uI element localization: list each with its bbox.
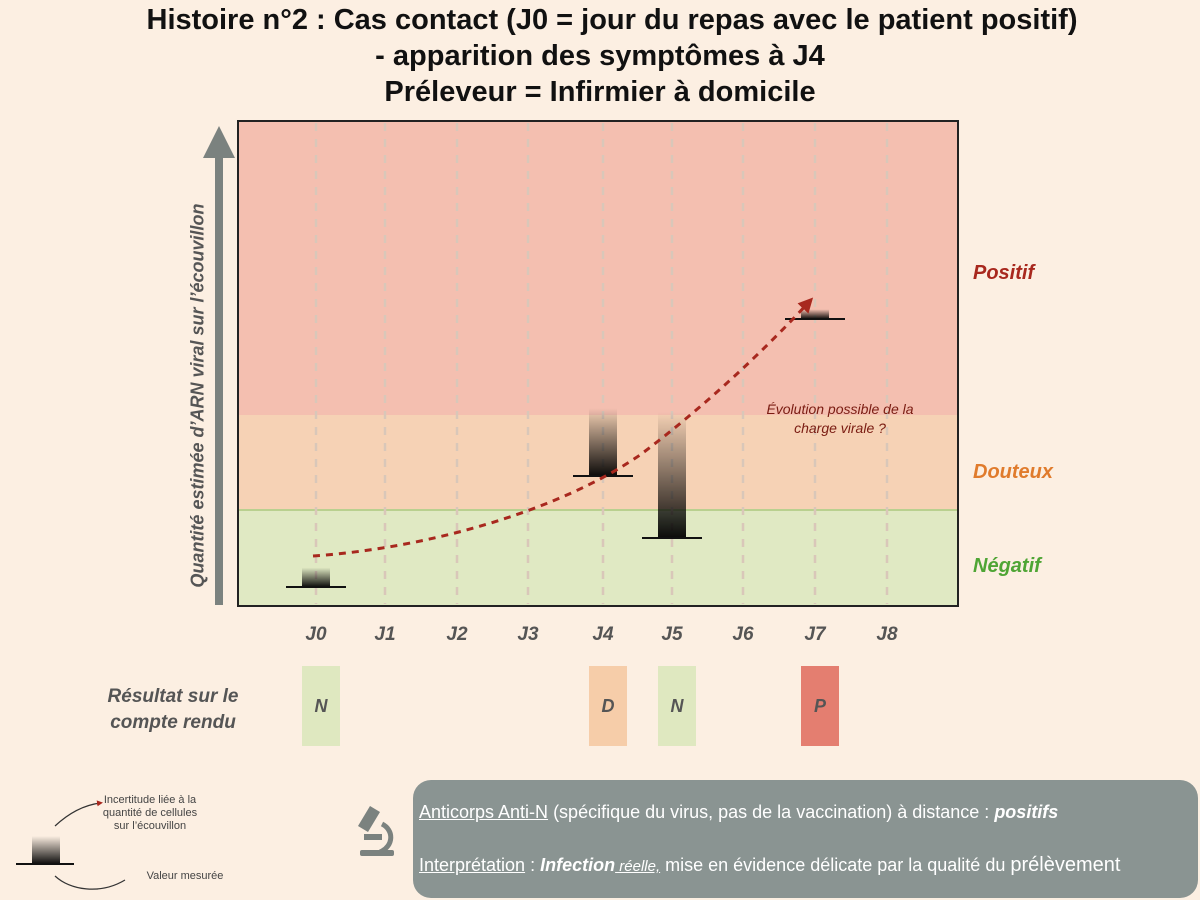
result-box-j7: P (801, 666, 839, 746)
day-label-j7: J7 (804, 624, 826, 645)
evolution-annotation: Évolution possible de la charge virale ? (766, 401, 914, 436)
uncertainty-bar-j7 (801, 309, 829, 319)
uncertainty-bar-j4 (589, 408, 617, 476)
interp-bold: Infection (540, 855, 616, 875)
day-label-j5: J5 (661, 624, 683, 645)
title-line-3: Préleveur = Infirmier à domicile (384, 76, 816, 108)
interp-label: Interprétation (419, 855, 526, 875)
uncertainty-bar-j5 (658, 411, 686, 538)
interpretation-line: Interprétation : Infection réelle, mise … (419, 854, 1120, 877)
day-label-j4: J4 (592, 624, 614, 645)
result-box-j5: N (658, 666, 696, 746)
interp-text: mise en évidence délicate par la qualité… (660, 855, 1011, 875)
result-box-j4: D (589, 666, 627, 746)
zone-label-douteux: Douteux (973, 461, 1053, 483)
microscope-icon (358, 806, 394, 856)
day-label-j3: J3 (517, 624, 539, 645)
antibody-text: (spécifique du virus, pas de la vaccinat… (548, 802, 995, 822)
antibody-line: Anticorps Anti-N (spécifique du virus, p… (419, 802, 1058, 823)
interp-sep: : (525, 855, 541, 875)
interp-last: prélèvement (1010, 854, 1121, 876)
title-line-2: - apparition des symptômes à J4 (375, 40, 825, 72)
y-axis-label: Quantité estimée d’ARN viral sur l’écouv… (187, 203, 208, 588)
title-line-1: Histoire n°2 : Cas contact (J0 = jour du… (146, 4, 1078, 36)
day-label-j0: J0 (305, 624, 327, 645)
zone-label-negatif: Négatif (973, 555, 1041, 577)
legend-symbol (16, 800, 126, 890)
zone-negatif (238, 510, 958, 606)
zone-positif (238, 121, 958, 415)
zone-label-positif: Positif (973, 262, 1035, 284)
day-label-j1: J1 (374, 624, 396, 645)
day-label-j2: J2 (446, 624, 468, 645)
plot-frame (237, 120, 959, 607)
legend-uncertainty-text: Incertitude liée à la quantité de cellul… (102, 794, 198, 832)
result-heading: Résultat sur le compte rendu (107, 686, 239, 733)
info-box: Anticorps Anti-N (spécifique du virus, p… (413, 780, 1198, 898)
uncertainty-bar-j0 (302, 567, 330, 587)
evolution-curve (312, 297, 814, 558)
day-label-j6: J6 (732, 624, 754, 645)
slide-title: Histoire n°2 : Cas contact (J0 = jour du… (0, 2, 1200, 110)
antibody-result: positifs (994, 802, 1059, 822)
antibody-label: Anticorps Anti-N (419, 802, 549, 822)
legend-measured-text: Valeur mesurée (146, 870, 224, 882)
day-gridlines (314, 123, 889, 604)
day-label-j8: J8 (876, 624, 898, 645)
result-box-j0: N (302, 666, 340, 746)
interp-italic: réelle, (615, 858, 661, 875)
